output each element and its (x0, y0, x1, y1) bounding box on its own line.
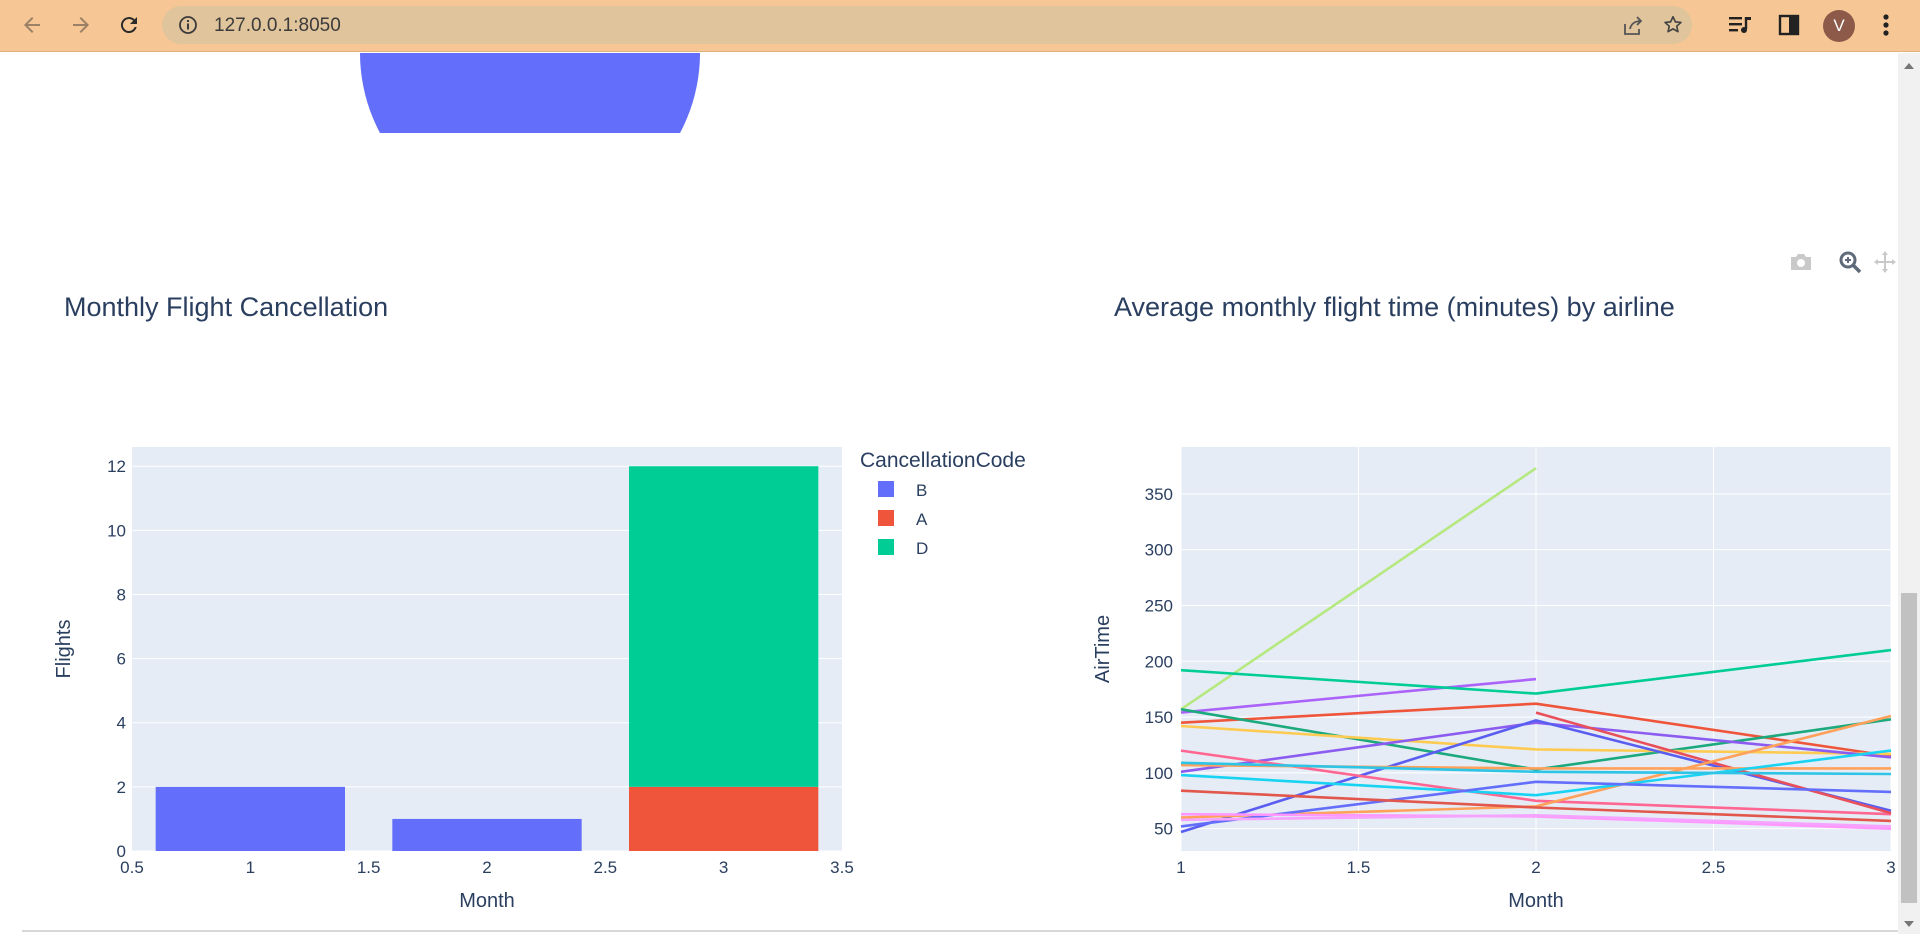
x-tick-label: 2 (482, 858, 491, 877)
side-panel-icon[interactable] (1778, 14, 1800, 41)
scroll-up-icon[interactable] (1903, 57, 1915, 75)
legend-label-A: A (916, 510, 928, 529)
y-tick-label: 150 (1145, 708, 1173, 727)
y-axis-title: AirTime (1092, 615, 1114, 683)
x-tick-label: 1.5 (357, 858, 381, 877)
bar-chart-title: Monthly Flight Cancellation (64, 292, 389, 322)
pan-icon[interactable] (1873, 250, 1897, 279)
bar-chart: 0 2 4 6 8 10 12 0.5 1 1.5 2 2.5 3 3.5 Month Flights Canc… (53, 447, 1026, 912)
horizontal-scroll-track (22, 930, 1898, 932)
x-tick-label: 2.5 (1702, 858, 1726, 877)
bar-A-3 (629, 786, 819, 851)
camera-icon[interactable] (1788, 251, 1814, 278)
series-line-14 (1180, 780, 1892, 828)
back-arrow-icon[interactable] (17, 10, 47, 40)
scroll-down-icon[interactable] (1903, 915, 1915, 933)
y-tick-label: 300 (1145, 541, 1173, 560)
pie-chart-fragment (360, 53, 700, 133)
series-line-17 (1180, 813, 1892, 828)
bookmark-star-icon[interactable] (1662, 14, 1684, 41)
reload-icon[interactable] (114, 10, 144, 40)
x-axis-title: Month (1508, 890, 1564, 912)
pie-slice-body (362, 53, 698, 122)
vertical-scrollbar[interactable] (1898, 53, 1920, 934)
profile-initial: V (1833, 16, 1845, 35)
x-tick-label: 2.5 (594, 858, 618, 877)
x-tick-label: 1 (1176, 858, 1185, 877)
series-line-2 (1180, 648, 1892, 695)
y-tick-label: 8 (117, 585, 126, 604)
zoom-icon[interactable] (1837, 249, 1863, 280)
series-line-5 (1180, 724, 1892, 756)
share-icon[interactable] (1622, 15, 1644, 42)
bar-B-2 (392, 818, 582, 851)
y-tick-label: 0 (117, 842, 126, 861)
legend-label-B: B (916, 481, 927, 500)
x-tick-label: 3 (1886, 858, 1895, 877)
site-info-icon[interactable] (178, 15, 198, 40)
series-line-1 (1180, 677, 1537, 714)
series-line-9 (1535, 711, 1892, 815)
x-tick-label: 0.5 (120, 858, 144, 877)
bar-B-1 (155, 786, 345, 851)
x-tick-label: 3 (719, 858, 728, 877)
y-tick-label: 200 (1145, 652, 1173, 671)
line-chart: 50 100 150 200 250 300 350 1 1.5 2 2.5 3 Month AirTim… (1092, 447, 1896, 912)
series-line-0 (1180, 467, 1537, 711)
line-chart-title: Average monthly flight time (minutes) by… (1114, 292, 1675, 322)
legend-swatch-A (878, 510, 894, 526)
x-tick-label: 1.5 (1347, 858, 1371, 877)
forward-arrow-icon[interactable] (66, 10, 96, 40)
x-tick-label: 2 (1531, 858, 1540, 877)
series-line-12 (1180, 749, 1892, 797)
x-tick-label: 1 (246, 858, 255, 877)
y-tick-label: 350 (1145, 485, 1173, 504)
series-line-3 (1180, 702, 1892, 758)
y-axis-title: Flights (53, 620, 75, 679)
dashboard-page: Monthly Flight Cancellation 0 2 4 6 8 10 12 0.5… (0, 53, 1898, 934)
y-tick-label: 10 (107, 521, 126, 540)
url-text[interactable]: 127.0.0.1:8050 (214, 15, 341, 36)
bar-D-3 (629, 466, 819, 787)
y-tick-label: 250 (1145, 596, 1173, 615)
legend-swatch-B (878, 481, 894, 497)
y-tick-label: 100 (1145, 764, 1173, 783)
kebab-menu-icon[interactable] (1880, 12, 1892, 43)
x-tick-label: 3.5 (830, 858, 854, 877)
y-tick-label: 2 (117, 778, 126, 797)
y-tick-label: 50 (1154, 820, 1173, 839)
legend-label-D: D (916, 539, 928, 558)
x-axis-title: Month (459, 890, 515, 912)
series-line-15 (1180, 789, 1892, 823)
series-line-13 (1180, 761, 1892, 776)
browser-toolbar: 127.0.0.1:8050 V (0, 0, 1920, 52)
legend-swatch-D (878, 539, 894, 555)
address-bar[interactable]: 127.0.0.1:8050 (162, 6, 1692, 44)
y-tick-label: 4 (117, 714, 126, 733)
legend-title: CancellationCode (860, 449, 1026, 472)
media-control-icon[interactable] (1728, 14, 1754, 41)
profile-avatar[interactable]: V (1823, 10, 1855, 42)
scroll-thumb[interactable] (1901, 593, 1917, 903)
y-tick-label: 12 (107, 457, 126, 476)
y-tick-label: 6 (117, 650, 126, 669)
